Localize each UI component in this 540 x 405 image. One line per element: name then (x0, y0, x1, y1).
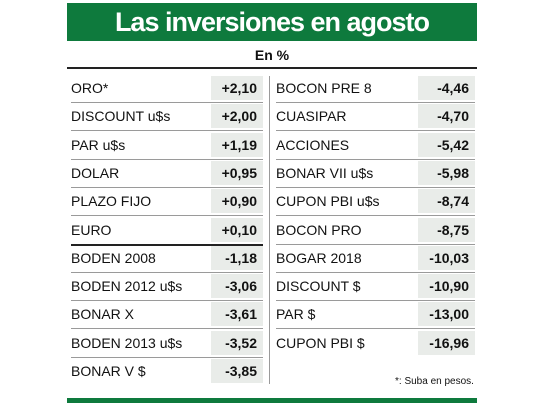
top-rule (67, 67, 477, 69)
row-label: BONAR V $ (71, 363, 146, 379)
row-label: DISCOUNT $ (276, 278, 361, 294)
table-row: ACCIONES -5,42 (276, 133, 475, 157)
row-value: -3,52 (211, 331, 263, 355)
row-separator (71, 357, 263, 358)
table-row: BONAR V $ -3,85 (71, 359, 263, 383)
row-label: BODEN 2012 u$s (71, 278, 183, 294)
row-value: -5,42 (418, 133, 475, 157)
row-separator (71, 300, 263, 301)
row-label: DISCOUNT u$s (71, 108, 171, 124)
table-row: DISCOUNT $ -10,90 (276, 274, 475, 298)
row-label: BOGAR 2018 (276, 250, 362, 266)
row-value: -3,61 (211, 302, 263, 326)
row-label: DOLAR (71, 165, 120, 181)
row-separator (276, 328, 475, 329)
row-label: PAR $ (276, 306, 316, 322)
row-separator (71, 328, 263, 329)
row-label: BODEN 2013 u$s (71, 335, 183, 351)
table-row: BODEN 2012 u$s -3,06 (71, 274, 263, 298)
row-separator (276, 102, 475, 103)
column-divider (269, 76, 270, 384)
table-row: ORO* +2,10 (71, 76, 263, 100)
row-separator (276, 272, 475, 273)
row-separator (71, 159, 263, 160)
table-row: BONAR VII u$s -5,98 (276, 161, 475, 185)
row-separator (71, 215, 263, 216)
row-label: CUPON PBI $ (276, 335, 365, 351)
row-value: -3,06 (211, 274, 263, 298)
row-label: BONAR VII u$s (276, 165, 374, 181)
row-value: +1,19 (211, 133, 263, 157)
row-value: +0,90 (211, 189, 263, 213)
row-value: -10,90 (418, 274, 475, 298)
row-value: +2,10 (211, 76, 263, 100)
row-separator (276, 130, 475, 131)
row-separator (71, 130, 263, 131)
row-separator (276, 244, 475, 245)
row-label: BOCON PRO (276, 222, 362, 238)
table-row: CUPON PBI $ -16,96 (276, 331, 475, 355)
row-value: -4,46 (418, 76, 475, 100)
row-value: -8,74 (418, 189, 475, 213)
row-value: -5,98 (418, 161, 475, 185)
row-value: -1,18 (211, 246, 263, 270)
row-separator (276, 187, 475, 188)
positive-negative-rule (71, 244, 263, 246)
row-label: EURO (71, 222, 112, 238)
row-value: -10,03 (418, 246, 475, 270)
row-label: BODEN 2008 (71, 250, 156, 266)
row-label: CUPON PBI u$s (276, 193, 380, 209)
row-label: ACCIONES (276, 137, 350, 153)
row-value: +0,10 (211, 218, 263, 242)
row-value: -3,85 (211, 359, 263, 383)
table-row: CUASIPAR -4,70 (276, 104, 475, 128)
row-label: PLAZO FIJO (71, 193, 152, 209)
table-row: BODEN 2008 -1,18 (71, 246, 263, 270)
bottom-bar (67, 398, 477, 403)
row-value: -8,75 (418, 218, 475, 242)
row-value: +0,95 (211, 161, 263, 185)
table-row: CUPON PBI u$s -8,74 (276, 189, 475, 213)
table-row: PAR $ -13,00 (276, 302, 475, 326)
table-row: PLAZO FIJO +0,90 (71, 189, 263, 213)
row-separator (71, 272, 263, 273)
table-row: BOCON PRO -8,75 (276, 218, 475, 242)
chart-subtitle: En % (254, 47, 290, 63)
row-separator (276, 159, 475, 160)
row-label: ORO* (71, 80, 109, 96)
table-row: BONAR X -3,61 (71, 302, 263, 326)
table-row: BODEN 2013 u$s -3,52 (71, 331, 263, 355)
table-row: BOGAR 2018 -10,03 (276, 246, 475, 270)
row-label: CUASIPAR (276, 108, 347, 124)
row-label: BONAR X (71, 306, 135, 322)
table-row: PAR u$s +1,19 (71, 133, 263, 157)
row-value: -13,00 (418, 302, 475, 326)
table-row: DISCOUNT u$s +2,00 (71, 104, 263, 128)
row-label: BOCON PRE 8 (276, 80, 372, 96)
table-row: EURO +0,10 (71, 218, 263, 242)
footnote: *: Suba en pesos. (395, 376, 474, 387)
table-row: BOCON PRE 8 -4,46 (276, 76, 475, 100)
row-label: PAR u$s (71, 137, 126, 153)
row-separator (71, 102, 263, 103)
row-value: +2,00 (211, 104, 263, 128)
row-separator (276, 300, 475, 301)
row-value: -4,70 (418, 104, 475, 128)
chart-title: Las inversiones en agosto (67, 3, 477, 41)
row-separator (276, 215, 475, 216)
table-row: DOLAR +0,95 (71, 161, 263, 185)
row-separator (71, 187, 263, 188)
row-value: -16,96 (418, 331, 475, 355)
